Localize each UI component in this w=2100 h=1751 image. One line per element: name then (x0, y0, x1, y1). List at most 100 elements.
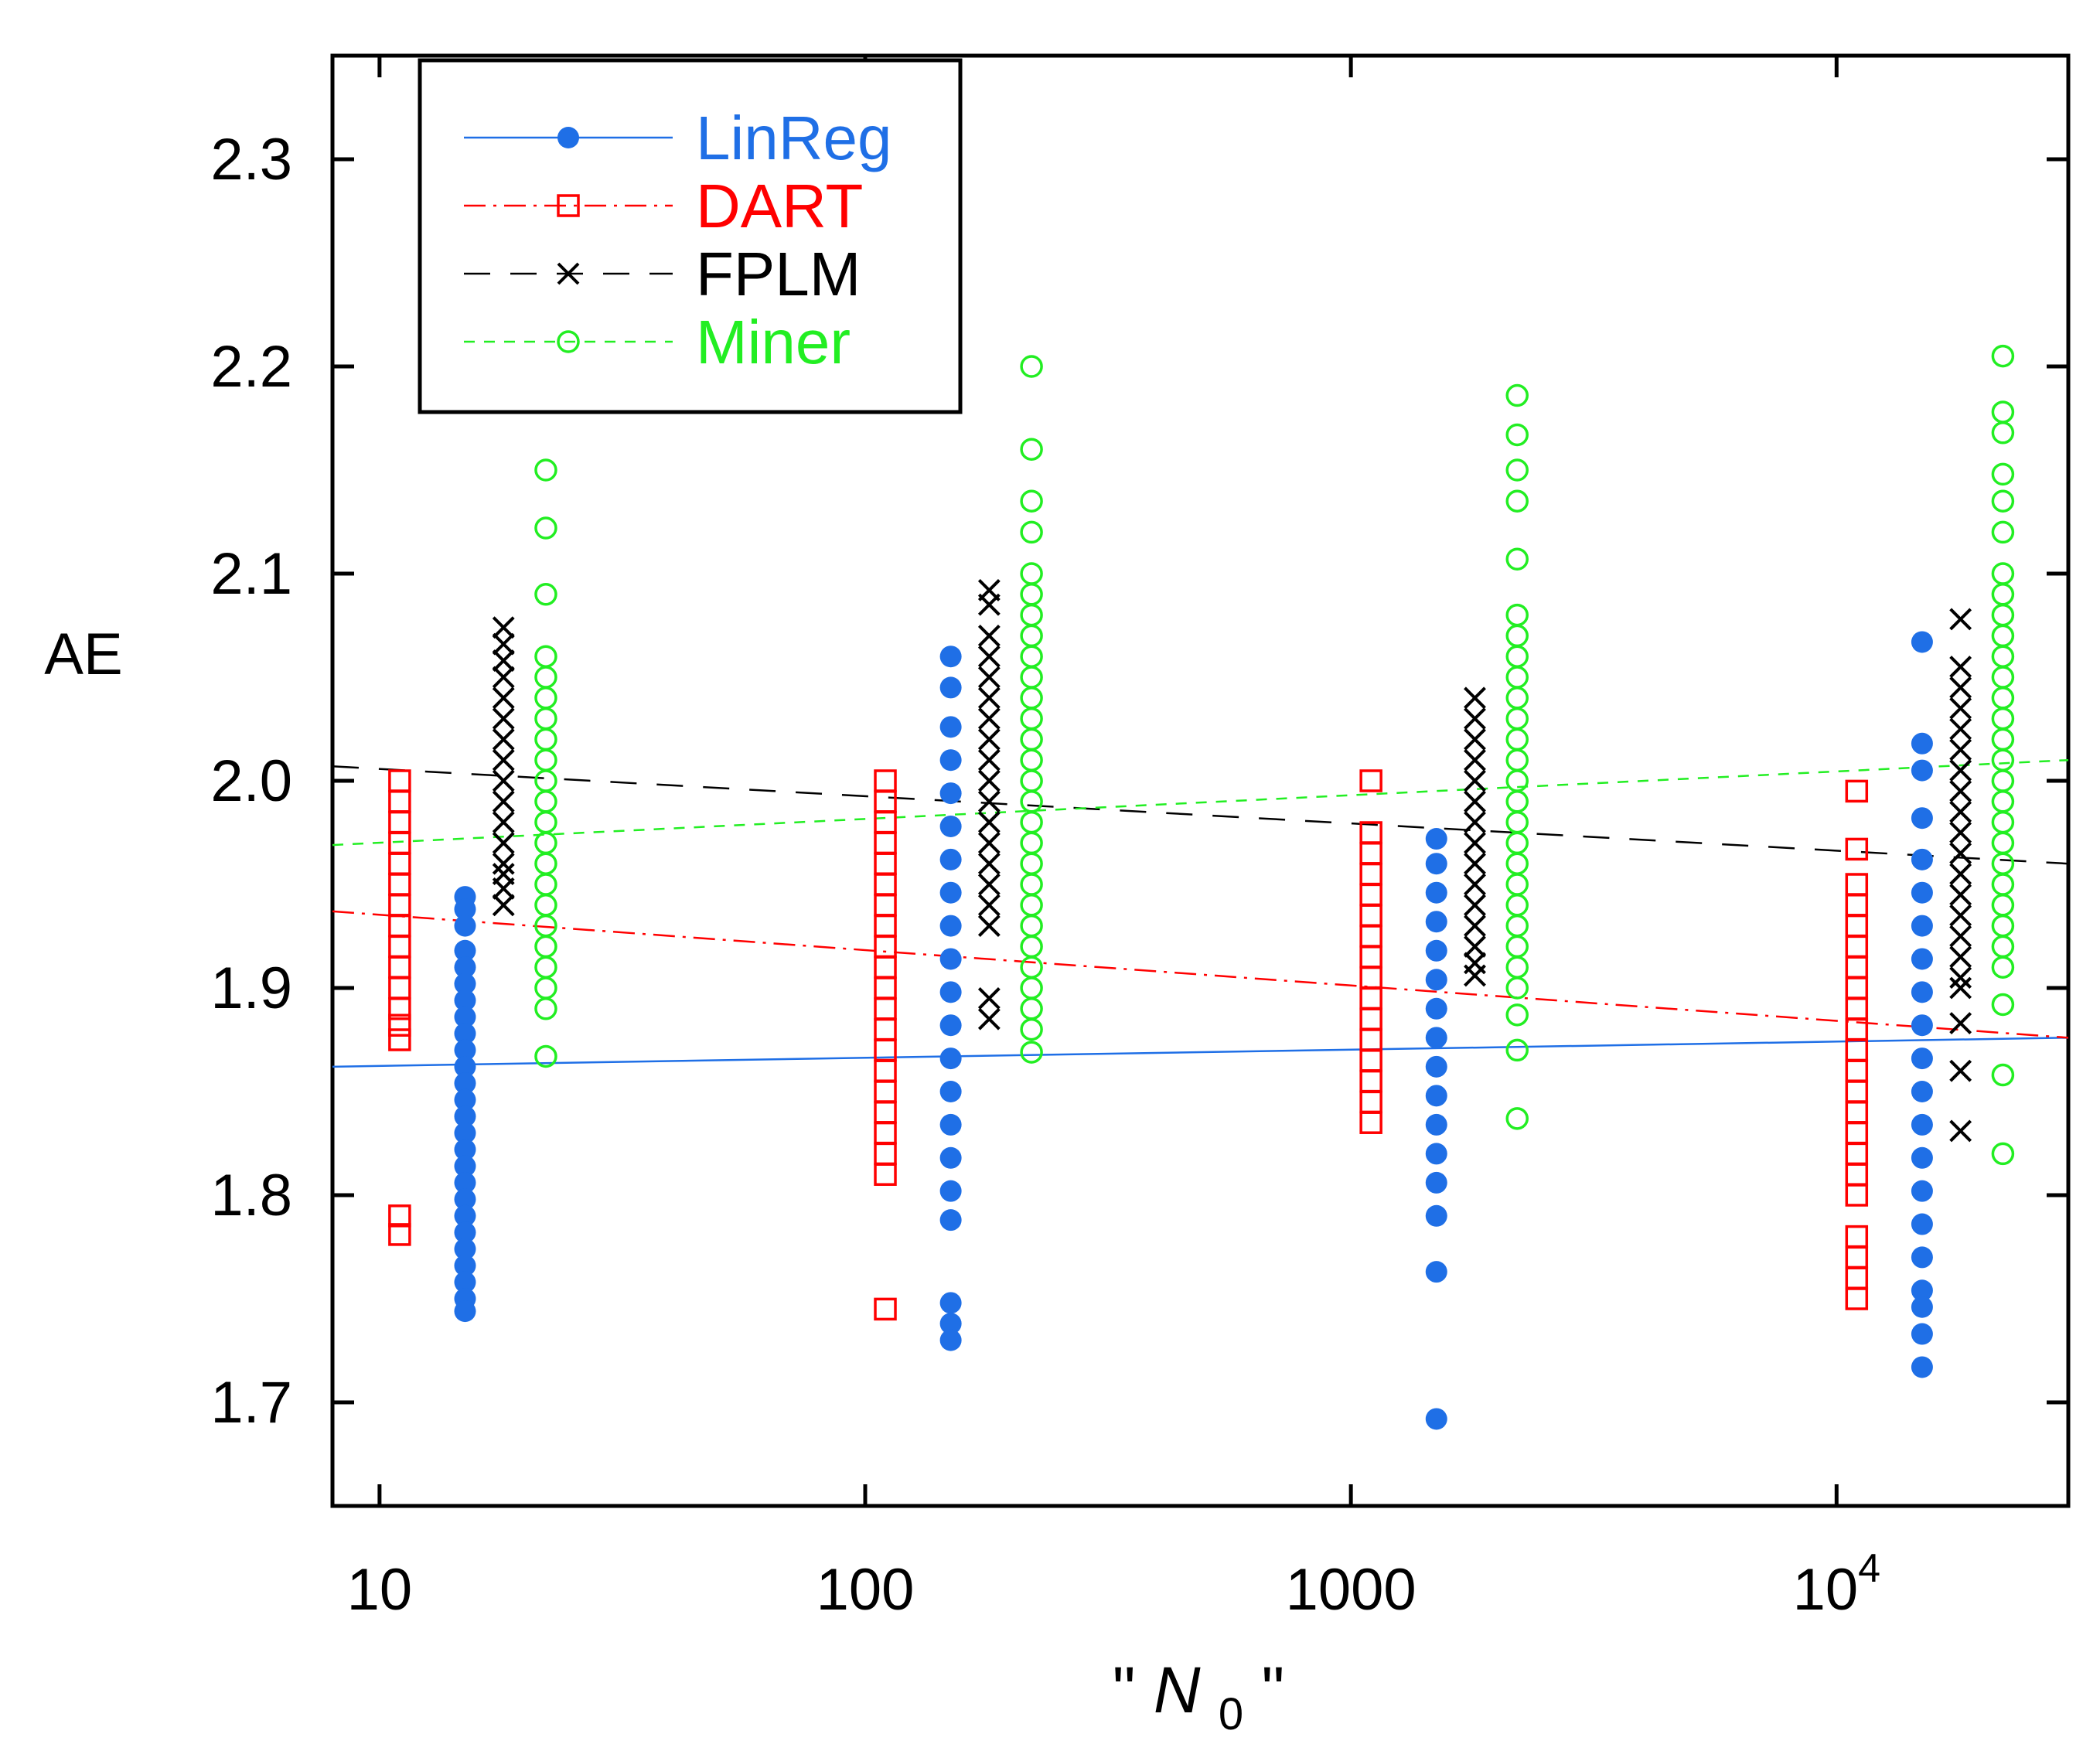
fplm-point (492, 616, 515, 639)
miner-point (1991, 666, 2015, 689)
dart-point (1359, 1028, 1382, 1051)
fplm-point (977, 727, 1001, 751)
linreg-point (1425, 828, 1447, 850)
fplm-point (977, 748, 1001, 772)
linreg-point (454, 1171, 476, 1194)
miner-point (1505, 547, 1529, 571)
dart-point (1845, 997, 1869, 1020)
fplm-point (492, 727, 515, 751)
miner-point (1991, 727, 2015, 751)
miner-point (1991, 520, 2015, 544)
miner-point (534, 748, 557, 772)
fplm-point (492, 790, 515, 813)
miner-point (1020, 666, 1043, 689)
dart-point (388, 956, 411, 979)
linreg-point (454, 1188, 476, 1211)
dart-point (1845, 1059, 1869, 1082)
linreg-point (939, 1014, 962, 1037)
legend-box (418, 58, 963, 414)
linreg-point (939, 1292, 962, 1314)
dart-point (1359, 1049, 1382, 1072)
x-tick-label: 100 (816, 1557, 915, 1623)
linreg-point (454, 1204, 476, 1227)
linreg-point (454, 990, 476, 1012)
miner-point (534, 873, 557, 896)
fplm-point (1464, 831, 1486, 854)
miner-point (1991, 462, 2015, 486)
miner-point (1020, 707, 1043, 731)
fplm-point (977, 811, 1001, 834)
fplm-point (1949, 821, 1972, 844)
fplm-point (977, 852, 1001, 875)
miner-point (1020, 935, 1043, 959)
linreg-point (939, 782, 962, 805)
miner-point (1505, 423, 1529, 447)
linreg-point (1425, 939, 1447, 962)
linreg-point (939, 1048, 962, 1070)
linreg-point (454, 898, 476, 921)
dart-point (1845, 1101, 1869, 1124)
miner-point (1020, 603, 1043, 627)
fplm-point (1464, 915, 1486, 938)
miner-fit-line (332, 758, 2069, 847)
data-points (388, 344, 2015, 1430)
legend-marker-fplm (557, 262, 580, 285)
dart-point (874, 873, 897, 896)
linreg-point (1911, 1296, 1933, 1318)
miner-point (1991, 489, 2015, 513)
miner-point (534, 516, 557, 540)
miner-point (534, 769, 557, 792)
legend-marker-dart (557, 194, 580, 217)
linreg-point (939, 1146, 962, 1169)
linreg-point (454, 1122, 476, 1144)
dart-point (874, 997, 897, 1020)
dart-point (1845, 1080, 1869, 1103)
fplm-point (1949, 608, 1972, 631)
linreg-point (1911, 732, 1933, 755)
fplm-point (1949, 759, 1972, 782)
dart-point (1359, 1007, 1382, 1031)
linreg-point (939, 948, 962, 970)
linreg-point (939, 915, 962, 937)
dart-point (388, 914, 411, 938)
dart-point (388, 997, 411, 1020)
dart-point (874, 790, 897, 813)
fplm-point (1464, 935, 1486, 958)
linreg-point (939, 1209, 962, 1231)
dart-point (388, 1028, 411, 1051)
legend-item-miner: Miner (464, 308, 851, 376)
linreg-point (939, 848, 962, 870)
dart-point (874, 914, 897, 938)
linreg-point (1425, 969, 1447, 991)
miner-point (534, 727, 557, 751)
linreg-point (1911, 1323, 1933, 1345)
fplm-point (1464, 769, 1486, 792)
miner-point (1505, 686, 1529, 710)
fplm-point (1949, 779, 1972, 802)
linreg-point (454, 1006, 476, 1028)
miner-point (1020, 583, 1043, 606)
miner-point (534, 935, 557, 959)
fplm-point (1464, 964, 1486, 987)
miner-point (1020, 355, 1043, 378)
miner-point (1505, 458, 1529, 482)
linreg-point (454, 939, 476, 962)
linreg-point (1425, 881, 1447, 904)
miner-point (1505, 1003, 1529, 1027)
miner-point (1991, 645, 2015, 668)
x-axis-label: " N 0 " (1113, 1654, 1285, 1743)
linreg-point (454, 1088, 476, 1111)
linreg-point (1425, 853, 1447, 875)
fit-lines (332, 758, 2069, 1068)
linreg-point (1911, 1356, 1933, 1378)
dart-point (1359, 821, 1382, 844)
linreg-point (454, 1022, 476, 1044)
dart-point (1845, 1245, 1869, 1269)
miner-point (1020, 520, 1043, 544)
linreg-point (454, 1055, 476, 1078)
miner-point (534, 707, 557, 731)
miner-point (1991, 344, 2015, 368)
miner-point (1991, 769, 2015, 792)
fplm-point (1949, 738, 1972, 761)
